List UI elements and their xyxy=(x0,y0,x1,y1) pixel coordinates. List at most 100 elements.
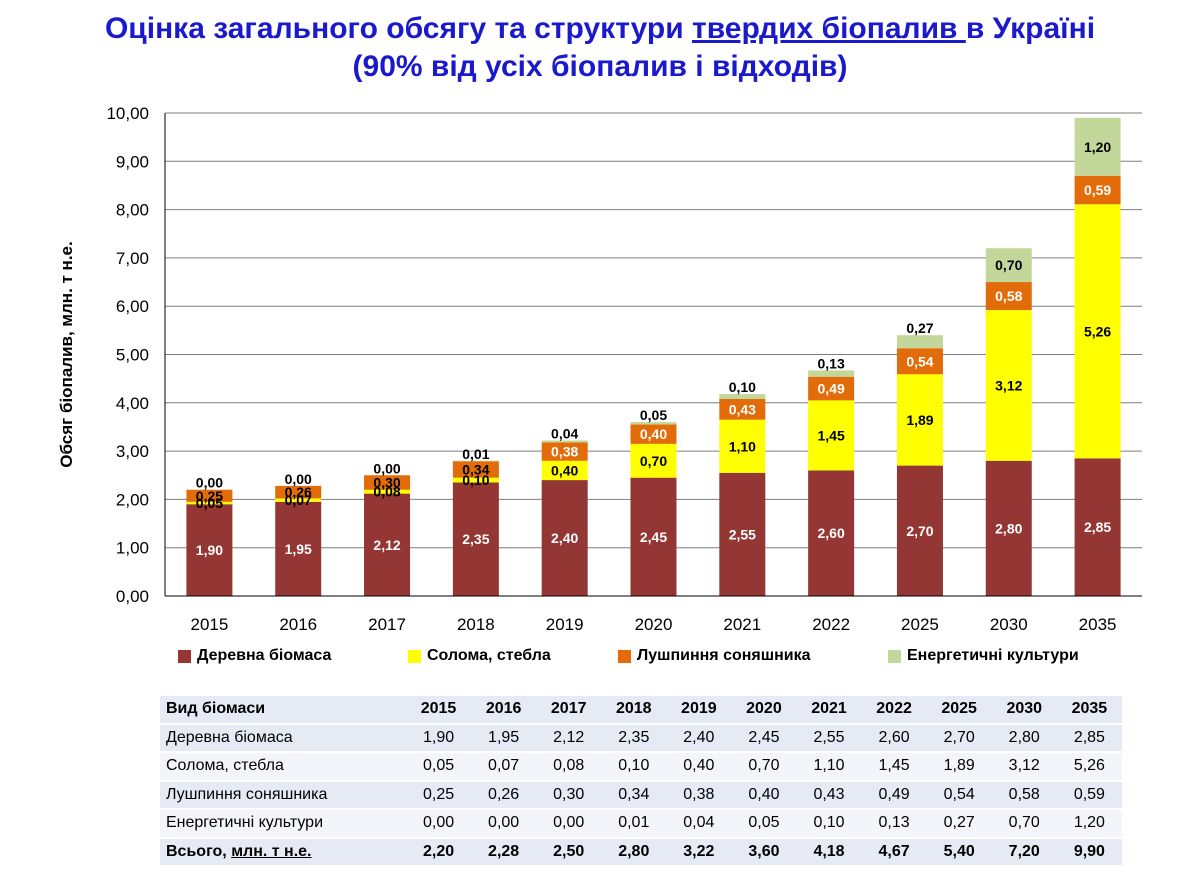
table-header-year: 2017 xyxy=(536,696,602,725)
data-labels: 1,900,050,250,001,950,070,260,002,120,08… xyxy=(196,139,1112,558)
table-cell: 2,85 xyxy=(1056,723,1122,753)
data-label: 0,04 xyxy=(551,425,578,441)
data-label: 0,38 xyxy=(551,444,578,460)
table-cell: 0,40 xyxy=(731,780,797,810)
data-label: 2,55 xyxy=(729,526,756,542)
data-label: 0,01 xyxy=(462,446,489,462)
x-tick-label: 2035 xyxy=(1079,615,1117,634)
bar-segment xyxy=(896,335,943,349)
data-label: 0,05 xyxy=(640,407,667,423)
table-cell: 0,10 xyxy=(796,809,862,839)
bar-series xyxy=(186,117,1121,596)
bar-segment xyxy=(985,310,1032,461)
table-cell: 0,00 xyxy=(536,809,602,839)
table-cell: 0,05 xyxy=(406,752,472,782)
data-label: 0,43 xyxy=(729,401,756,417)
table-header-row: Вид біомаси 2015 2016 2017 2018 2019 2020 2021 2… xyxy=(160,696,1122,725)
data-label: 2,45 xyxy=(640,529,667,545)
y-tick-label: 1,00 xyxy=(116,539,149,558)
bar-segment xyxy=(985,248,1032,283)
table-cell: 2,60 xyxy=(861,723,927,753)
bar-segment xyxy=(541,480,588,596)
y-tick-label: 10,00 xyxy=(106,104,149,123)
table-row-name: Енергетичні культури xyxy=(160,809,406,839)
data-label: 0,00 xyxy=(285,471,312,487)
title-line-1: Оцінка загального обсягу та структури тв… xyxy=(0,10,1200,48)
table-header-year: 2035 xyxy=(1056,696,1122,725)
bar-segment xyxy=(719,398,766,420)
data-table: Вид біомаси 2015 2016 2017 2018 2019 2020 2021 2… xyxy=(160,696,1122,867)
bar-segment xyxy=(541,440,588,443)
legend-swatch xyxy=(618,649,631,663)
table-total-cell: 3,22 xyxy=(666,837,732,867)
data-label: 1,95 xyxy=(285,541,312,557)
y-tick-label: 5,00 xyxy=(116,346,149,365)
data-label: 5,26 xyxy=(1084,323,1111,339)
bar-segment xyxy=(186,489,233,502)
bar-segment xyxy=(719,472,766,596)
legend-label: Енергетичні культури xyxy=(907,647,1079,664)
table-cell: 0,08 xyxy=(536,752,602,782)
data-label: 3,12 xyxy=(995,377,1022,393)
table-header-year: 2030 xyxy=(991,696,1057,725)
bar-segment xyxy=(1074,458,1121,596)
table-total-cell: 7,20 xyxy=(991,837,1057,867)
x-tick-label: 2019 xyxy=(546,615,584,634)
table-cell: 0,05 xyxy=(731,809,797,839)
bar-segment xyxy=(985,282,1032,311)
table-header-year: 2019 xyxy=(666,696,732,725)
table-cell: 1,20 xyxy=(1056,809,1122,839)
table-row: Деревна біомаса 1,90 1,95 2,12 2,35 2,40 2,45 2… xyxy=(160,723,1122,753)
data-label: 0,70 xyxy=(995,257,1022,273)
chart-title: Оцінка загального обсягу та структури тв… xyxy=(0,10,1200,86)
table-cell: 0,59 xyxy=(1056,780,1122,810)
data-label: 1,20 xyxy=(1084,139,1111,155)
legend-item: Солома, стебла xyxy=(408,647,551,665)
data-label: 0,00 xyxy=(196,475,223,491)
table-cell: 0,43 xyxy=(796,780,862,810)
table-total-cell: 3,60 xyxy=(731,837,797,867)
table-cell: 0,07 xyxy=(471,752,537,782)
table-cell: 0,26 xyxy=(471,780,537,810)
table-cell: 0,04 xyxy=(666,809,732,839)
table-cell: 2,55 xyxy=(796,723,862,753)
table-header-year: 2021 xyxy=(796,696,862,725)
data-label: 2,35 xyxy=(462,531,489,547)
data-label: 0,40 xyxy=(551,462,578,478)
bar-segment xyxy=(541,442,588,461)
data-label: 2,40 xyxy=(551,530,578,546)
y-axis-label: Обсяг біопалив, млн. т н.е. xyxy=(57,241,76,467)
table-body: Деревна біомаса 1,90 1,95 2,12 2,35 2,40 2,45 2… xyxy=(160,723,1122,867)
bar-segment xyxy=(1074,204,1121,459)
bar-segment xyxy=(364,489,411,494)
total-prefix: Всього, xyxy=(166,842,232,860)
bar-segment xyxy=(1074,117,1121,176)
table-cell: 0,49 xyxy=(861,780,927,810)
y-tick-label: 8,00 xyxy=(116,201,149,220)
x-tick-label: 2016 xyxy=(279,615,317,634)
y-tick-label: 4,00 xyxy=(116,394,149,413)
table-cell: 1,10 xyxy=(796,752,862,782)
data-label: 0,00 xyxy=(373,460,400,476)
bar-segment xyxy=(985,460,1032,596)
table-total-cell: 2,50 xyxy=(536,837,602,867)
x-tick-label: 2030 xyxy=(990,615,1028,634)
table-cell: 0,25 xyxy=(406,780,472,810)
table-cell: 0,58 xyxy=(991,780,1057,810)
bar-segment xyxy=(719,419,766,473)
legend-label: Деревна біомаса xyxy=(197,647,332,664)
table-header-year: 2022 xyxy=(861,696,927,725)
y-tick-label: 2,00 xyxy=(116,490,149,509)
data-label: 1,45 xyxy=(818,427,845,443)
table-cell: 0,34 xyxy=(601,780,667,810)
table-total-row: Всього, млн. т н.е. 2,20 2,28 2,50 2,80 3,22 3… xyxy=(160,837,1122,867)
x-tick-label: 2015 xyxy=(190,615,228,634)
table-row: Лушпиння соняшника 0,25 0,26 0,30 0,34 0,38 0,… xyxy=(160,780,1122,810)
data-label: 1,10 xyxy=(729,438,756,454)
data-label: 0,10 xyxy=(729,379,756,395)
legend: Деревна біомаса Солома, стебла Лушпиння со… xyxy=(160,647,1160,671)
table-cell: 0,70 xyxy=(731,752,797,782)
table-row-name: Деревна біомаса xyxy=(160,723,406,753)
bar-segment xyxy=(364,493,411,596)
table-cell: 2,12 xyxy=(536,723,602,753)
